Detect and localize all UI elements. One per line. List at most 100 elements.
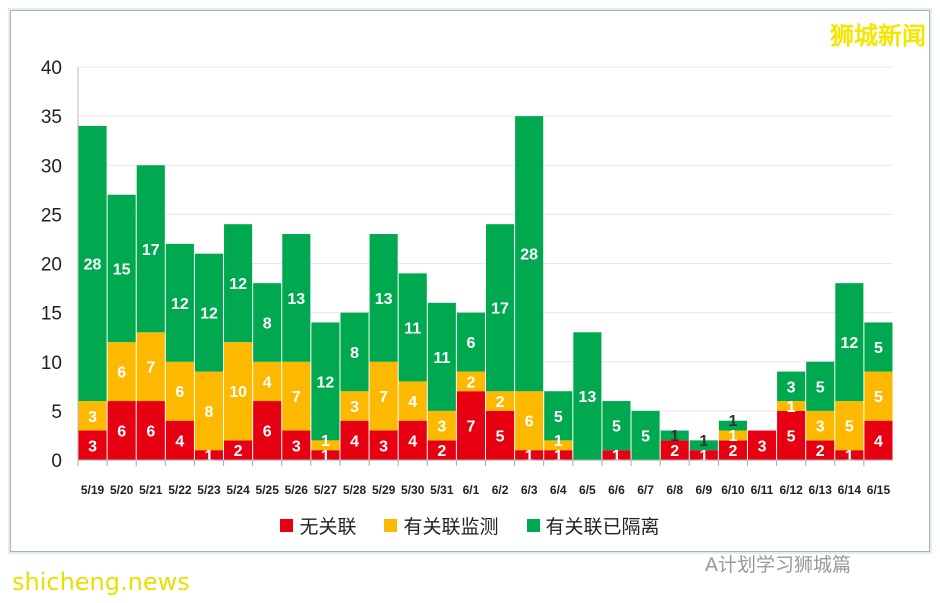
bar-segment (398, 273, 427, 382)
data-label: 11 (433, 350, 450, 367)
bar-segment (282, 430, 311, 460)
bar-segment (456, 371, 485, 392)
x-tick-label: 5/22 (168, 483, 192, 497)
bar-segment (136, 165, 165, 333)
bar-segment (107, 342, 136, 402)
bar-segment (544, 450, 573, 460)
x-tick-label: 6/3 (521, 483, 538, 497)
x-tick-label: 6/2 (492, 483, 509, 497)
data-label: 2 (670, 443, 679, 460)
bar-segment (427, 440, 456, 460)
data-label: 7 (146, 360, 155, 377)
bar-segment (486, 224, 515, 392)
bar-segment (602, 450, 631, 460)
bar-segment (777, 401, 806, 411)
data-label: 1 (728, 428, 737, 445)
bar-segment (747, 430, 777, 460)
bar-segment (369, 234, 398, 362)
bar-segment (486, 410, 515, 460)
bar-segment (107, 401, 136, 460)
x-tick-label: 6/9 (695, 483, 712, 497)
y-tick-label: 5 (51, 402, 62, 423)
data-label: 2 (496, 394, 505, 411)
data-label: 7 (292, 389, 301, 406)
bar-segment (369, 430, 398, 460)
data-label: 1 (525, 448, 534, 465)
bar-segment (660, 430, 689, 441)
data-label: 4 (408, 394, 417, 411)
bar-segment (224, 224, 253, 343)
bar-segment (456, 312, 485, 372)
bar-segment (806, 410, 835, 441)
data-label: 1 (612, 448, 621, 465)
bar-segment (282, 234, 311, 362)
x-tick-label: 6/6 (608, 483, 625, 497)
data-label: 6 (175, 384, 184, 401)
data-label: 2 (234, 443, 243, 460)
data-label: 2 (728, 443, 737, 460)
watermark-bottom-left: shicheng.news (12, 568, 190, 596)
bar-segment (311, 322, 340, 441)
data-label: 10 (229, 384, 247, 401)
x-tick-label: 5/31 (430, 483, 454, 497)
bar-segment (806, 440, 835, 460)
bar-segment (340, 391, 369, 421)
data-label: 5 (612, 419, 621, 436)
data-label: 4 (874, 433, 883, 450)
x-tick-label: 6/4 (550, 483, 567, 497)
x-tick-label: 5/30 (401, 483, 425, 497)
bar-segment (718, 440, 747, 460)
data-label: 5 (874, 340, 883, 357)
x-tick-label: 6/14 (838, 483, 862, 497)
x-tick-label: 6/7 (637, 483, 654, 497)
x-tick-label: 5/27 (314, 483, 338, 497)
data-label: 13 (287, 291, 305, 308)
data-label: 4 (350, 433, 359, 450)
legend-label: 有关联监测 (403, 516, 499, 538)
data-label: 1 (699, 433, 708, 450)
x-tick-label: 6/1 (463, 483, 480, 497)
legend-item-2: 有关联已隔离 (526, 512, 660, 539)
data-label: 3 (787, 379, 796, 396)
data-label: 28 (84, 257, 102, 274)
data-label: 12 (840, 335, 858, 352)
x-tick-label: 5/26 (285, 483, 309, 497)
data-label: 3 (350, 399, 359, 416)
data-label: 28 (520, 247, 538, 264)
bar-segment (777, 371, 806, 402)
data-label: 17 (491, 301, 509, 318)
data-label: 1 (205, 448, 214, 465)
data-label: 8 (350, 345, 359, 362)
data-label: 1 (554, 433, 563, 450)
data-label: 11 (404, 320, 421, 337)
x-tick-label: 6/11 (751, 483, 774, 497)
bar-segment (194, 371, 224, 451)
y-tick-label: 20 (41, 255, 62, 276)
bar-segment (398, 381, 427, 421)
data-label: 13 (375, 291, 393, 308)
x-tick-label: 6/10 (721, 483, 745, 497)
bar-segment (835, 450, 864, 460)
data-label: 2 (466, 374, 475, 391)
data-label: 2 (816, 443, 825, 460)
x-tick-label: 5/21 (139, 483, 163, 497)
data-label: 7 (466, 419, 475, 436)
data-label: 12 (229, 276, 247, 293)
bar-segment (340, 312, 369, 392)
bar-segment (398, 420, 427, 460)
data-label: 3 (437, 419, 446, 436)
data-label: 5 (641, 428, 650, 445)
y-tick-label: 0 (51, 451, 62, 472)
bar-segment (864, 322, 893, 372)
x-tick-label: 5/20 (110, 483, 134, 497)
watermark-top-right: 狮城新闻 (830, 22, 926, 50)
y-tick-label: 35 (41, 107, 62, 128)
data-label: 15 (113, 261, 131, 278)
bar-segment (224, 440, 253, 460)
data-label: 3 (816, 419, 825, 436)
data-label: 6 (263, 424, 272, 441)
y-tick-label: 15 (41, 304, 62, 325)
bar-segment (515, 116, 544, 392)
bar-segment (311, 440, 340, 451)
bar-segment (689, 440, 718, 451)
